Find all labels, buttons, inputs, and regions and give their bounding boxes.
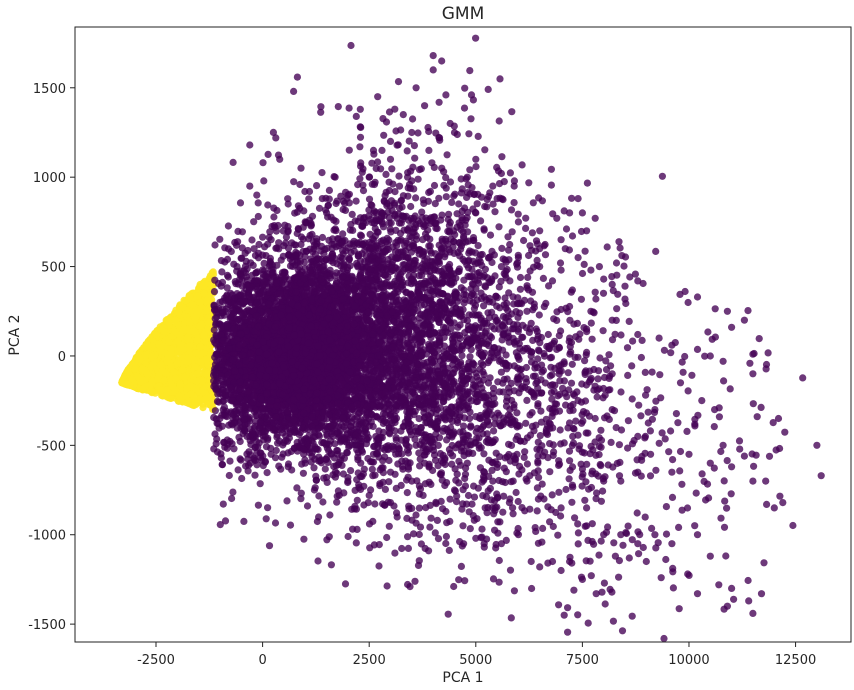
- data-point: [174, 337, 182, 346]
- data-point: [182, 297, 190, 305]
- data-point: [262, 443, 271, 451]
- data-point: [136, 355, 144, 363]
- cluster-purple-points: [210, 34, 825, 643]
- cluster-yellow-points: [118, 268, 218, 413]
- data-point: [184, 354, 192, 362]
- data-point: [264, 504, 272, 512]
- data-point: [191, 363, 199, 371]
- data-point: [193, 377, 201, 385]
- data-point: [167, 362, 175, 371]
- data-point: [236, 455, 244, 463]
- data-point: [138, 365, 146, 373]
- data-point: [162, 386, 170, 394]
- data-point: [178, 366, 187, 374]
- data-point: [202, 355, 211, 363]
- data-point: [191, 328, 199, 336]
- data-point: [118, 379, 126, 387]
- data-point: [201, 280, 209, 288]
- data-point: [144, 342, 152, 350]
- data-point: [176, 380, 184, 389]
- data-point: [200, 290, 208, 298]
- data-point: [151, 330, 159, 338]
- data-point: [165, 338, 173, 346]
- data-point: [189, 301, 197, 309]
- data-point: [137, 378, 145, 386]
- data-point: [124, 368, 133, 376]
- data-point: [155, 372, 163, 380]
- data-point: [196, 298, 205, 306]
- data-point: [206, 393, 214, 401]
- data-point: [184, 334, 192, 342]
- data-point: [147, 352, 156, 360]
- data-point: [321, 465, 329, 473]
- data-point: [200, 349, 208, 357]
- data-point: [151, 389, 159, 397]
- data-point: [164, 354, 172, 362]
- data-point: [192, 349, 200, 357]
- data-point: [199, 404, 207, 412]
- data-point: [179, 326, 188, 334]
- data-point: [143, 371, 151, 379]
- data-point: [178, 397, 186, 406]
- data-point: [193, 370, 201, 378]
- data-point: [148, 377, 157, 385]
- data-point: [171, 316, 179, 324]
- data-point: [193, 336, 201, 344]
- data-point: [181, 373, 189, 381]
- data-point: [179, 303, 187, 312]
- data-point: [204, 319, 212, 327]
- data-point: [172, 374, 180, 382]
- data-point: [196, 322, 204, 331]
- data-point: [167, 394, 175, 402]
- chart-title: GMM: [442, 4, 485, 24]
- data-point: [200, 332, 208, 340]
- data-point: [126, 382, 134, 390]
- data-point: [191, 398, 199, 406]
- data-point: [167, 345, 175, 353]
- data-point: [131, 365, 139, 373]
- data-point: [157, 361, 165, 369]
- data-point: [210, 288, 219, 296]
- data-point: [186, 342, 194, 350]
- data-point: [139, 386, 147, 394]
- data-point: [183, 384, 191, 392]
- data-point: [193, 311, 201, 319]
- data-point: [149, 360, 157, 368]
- data-point: [160, 327, 168, 335]
